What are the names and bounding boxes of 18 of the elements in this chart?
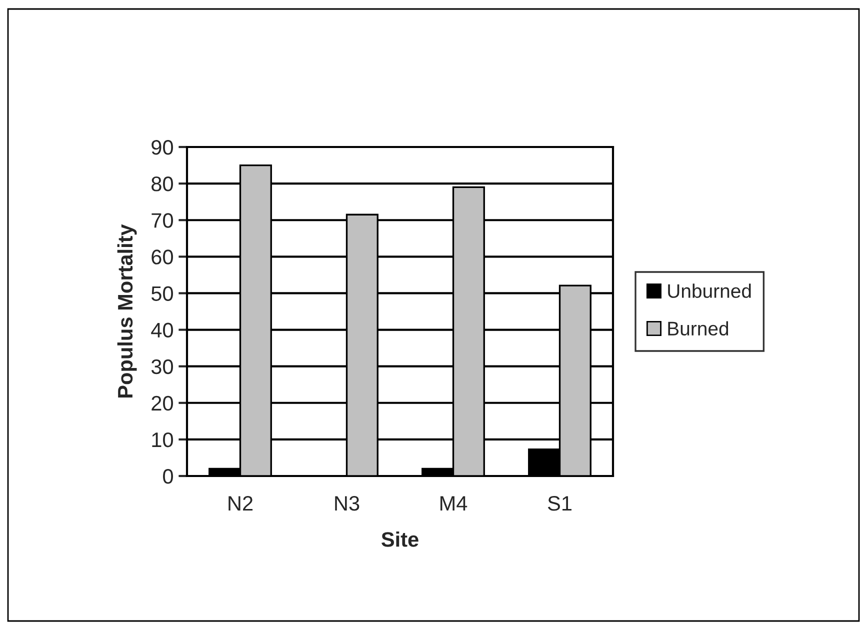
y-tick-label: 90 [152, 140, 173, 155]
legend-label: Burned [668, 321, 728, 336]
legend-label: Unburned [668, 284, 751, 298]
y-tick-label: 20 [152, 396, 173, 411]
y-tick-label: 40 [151, 322, 173, 338]
y-tick-label: 50 [151, 286, 173, 301]
y-tick-label: 80 [152, 176, 173, 192]
y-tick-label: 60 [152, 250, 173, 264]
y-tick-label: 70 [152, 213, 173, 228]
x-tick-label: N3 [335, 496, 360, 511]
y-tick-label: 0 [163, 469, 173, 484]
x-axis-title: Site [381, 532, 418, 547]
x-tick-label: M4 [440, 496, 468, 511]
x-tick-label: S1 [548, 496, 572, 511]
y-axis-title: Populus Mortality [117, 224, 137, 398]
x-tick-label: N2 [228, 496, 253, 511]
y-tick-label: 10 [152, 432, 173, 448]
y-tick-label: 30 [151, 359, 173, 374]
